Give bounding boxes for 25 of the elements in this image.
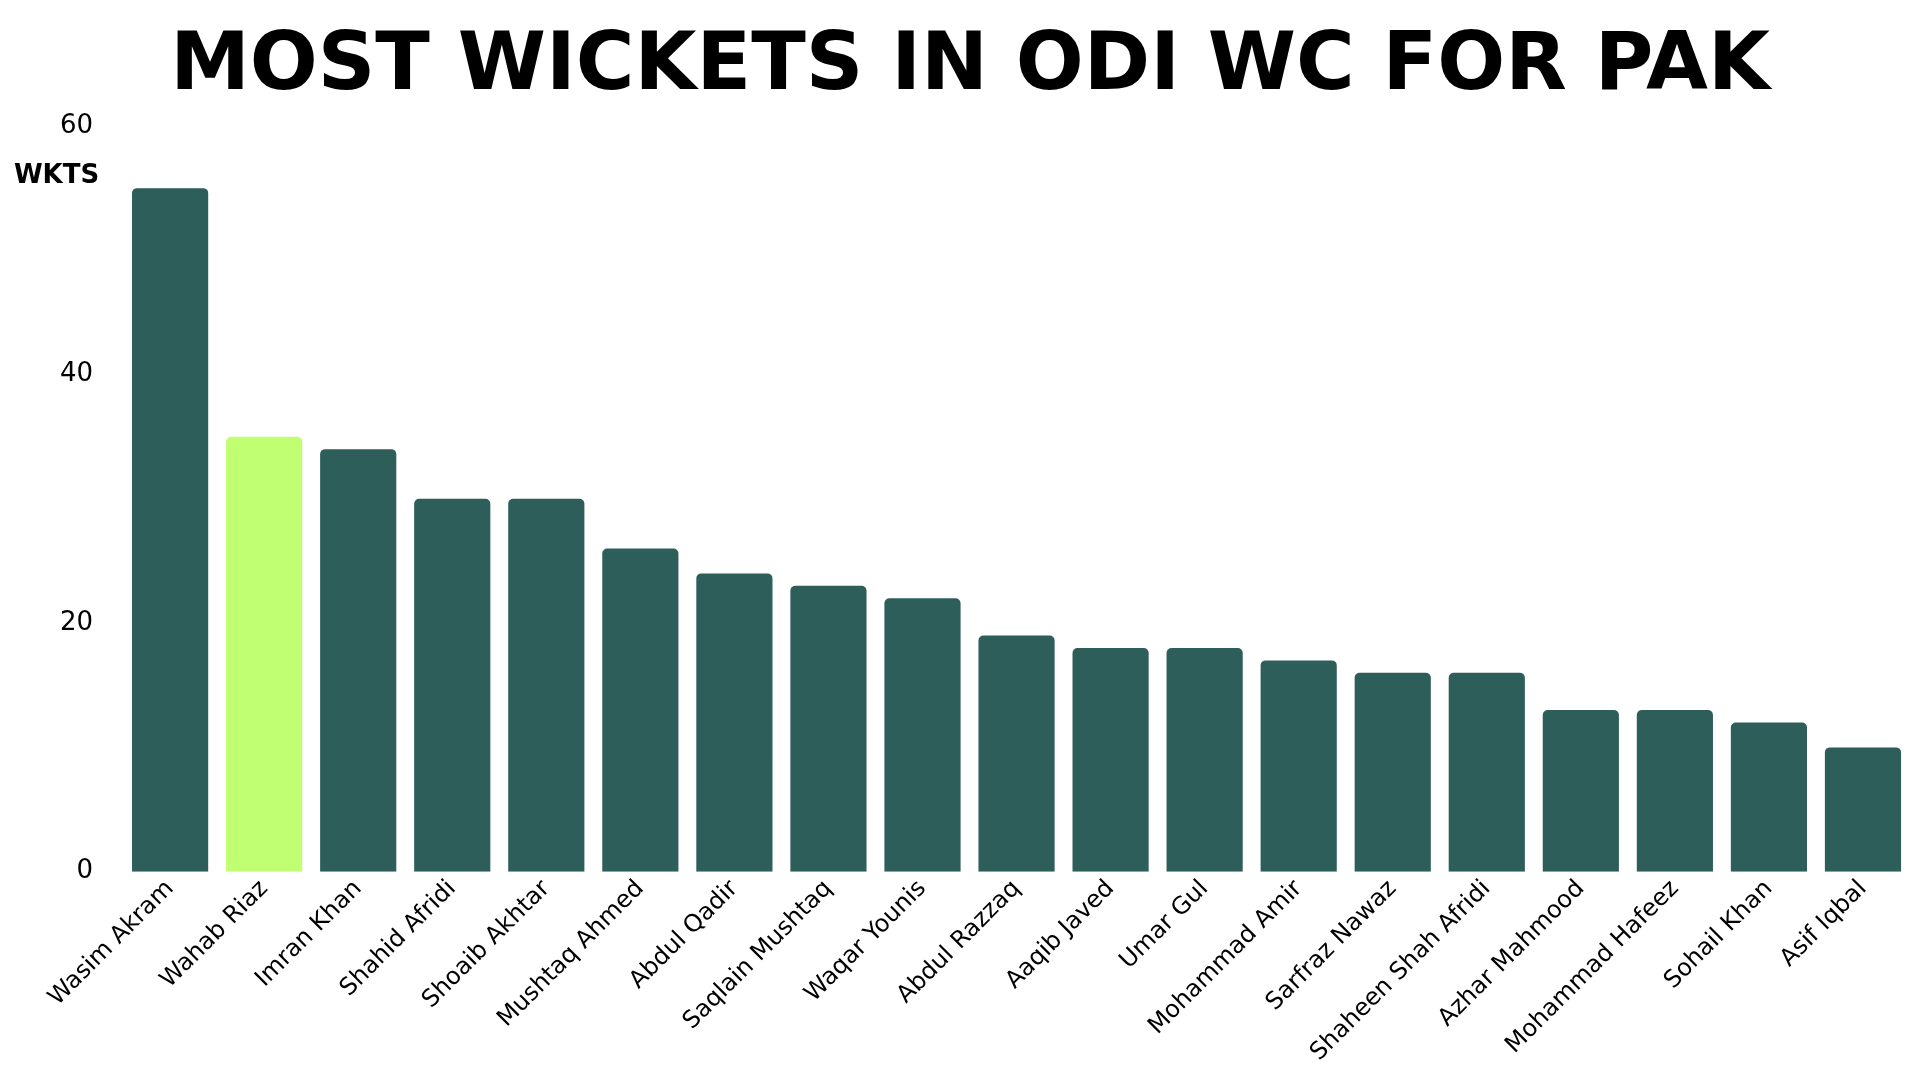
bar (602, 548, 679, 872)
bar (1730, 722, 1808, 872)
bar (1824, 747, 1902, 872)
bar (696, 573, 773, 872)
bar (320, 449, 397, 872)
bar (1260, 660, 1337, 872)
bar (1448, 672, 1525, 872)
y-tick-label: 0 (76, 854, 94, 885)
bar (132, 188, 209, 872)
y-tick-label: 60 (59, 108, 94, 139)
bar (1542, 710, 1619, 872)
y-tick-label: 40 (59, 357, 94, 388)
bar (414, 498, 491, 872)
chart-title: MOST WICKETS IN ODI WC FOR PAK (170, 14, 1773, 108)
bar (1636, 710, 1713, 872)
bar (1166, 647, 1243, 872)
bar (978, 635, 1055, 872)
bar (790, 585, 867, 872)
y-axis-title: WKTS (13, 158, 100, 189)
bar (884, 598, 961, 872)
bar (226, 436, 303, 872)
bar (1354, 672, 1431, 872)
bar (1072, 647, 1149, 872)
y-tick-label: 20 (59, 605, 94, 636)
bar (508, 498, 585, 872)
